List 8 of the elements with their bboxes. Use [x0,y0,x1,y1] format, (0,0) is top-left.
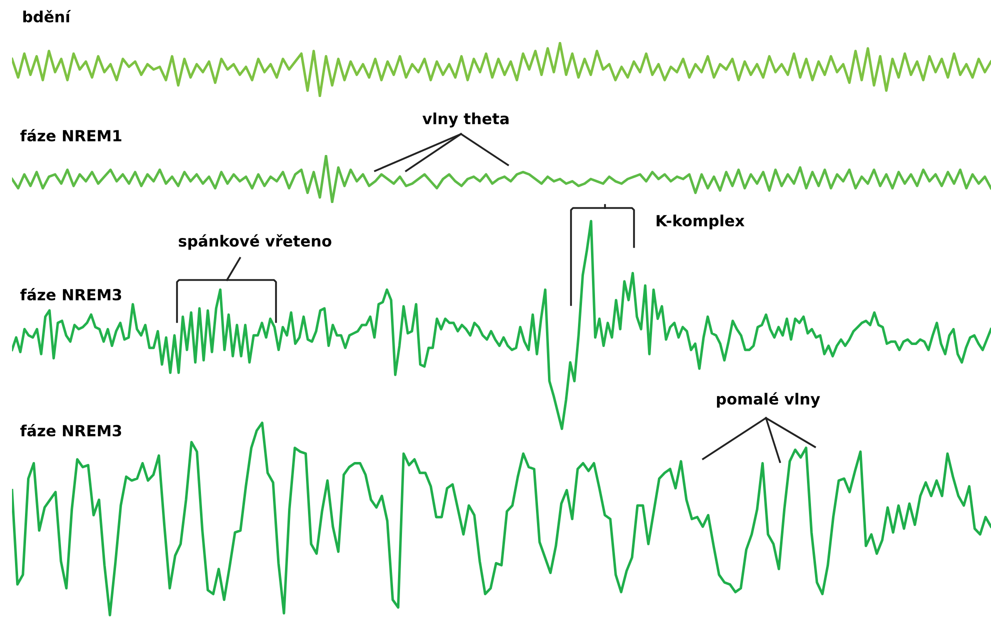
text: fáze NREM3 [20,288,122,300]
chart-title: fáze NREM1 [20,128,122,142]
annotation: spánkové vřeteno [178,234,332,250]
annotation: pomalé vlny [716,392,820,408]
text: vlny theta [422,112,509,128]
chart-title: fáze NREM3 [20,424,122,436]
annotation: K-komplex [656,214,744,230]
chart-title: bdění [23,10,72,22]
